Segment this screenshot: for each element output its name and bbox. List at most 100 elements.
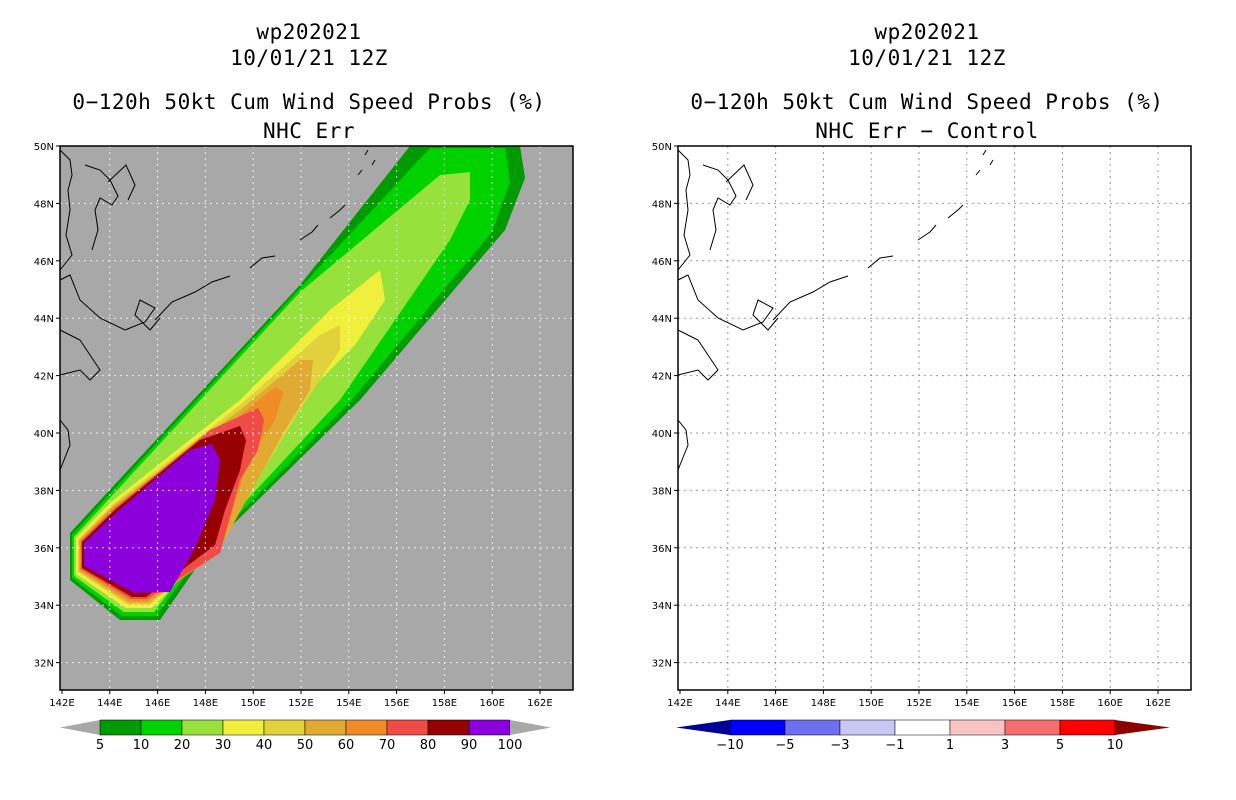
right-colorbar <box>676 719 1170 736</box>
colorbar-label: 80 <box>420 738 437 753</box>
lat-label: 34N <box>34 601 54 612</box>
right-title: 0−120h 50kt Cum Wind Speed Probs (%) <box>690 90 1164 114</box>
colorbar-label: 5 <box>96 738 104 753</box>
lat-label: 44N <box>34 314 54 325</box>
colorbar-label: 60 <box>338 738 355 753</box>
colorbar-label: 10 <box>1107 738 1124 753</box>
right-subtitle: NHC Err − Control <box>815 119 1039 143</box>
colorbar-label: 10 <box>133 738 150 753</box>
lon-label: 154E <box>954 698 979 709</box>
colorbar-label: 20 <box>174 738 191 753</box>
right-map-frame <box>677 145 1192 691</box>
lat-label: 38N <box>34 486 54 497</box>
lon-label: 152E <box>906 698 931 709</box>
lat-label: 32N <box>652 659 672 670</box>
right-storm-id: wp202021 <box>874 20 980 44</box>
colorbar-label: −3 <box>830 738 849 753</box>
lat-label: 48N <box>652 199 672 210</box>
left-panel: wp202021 10/01/21 12Z 0−120h 50kt Cum Wi… <box>34 20 574 753</box>
lat-label: 50N <box>34 142 54 153</box>
right-map-background <box>678 146 1191 690</box>
colorbar-box <box>222 719 265 736</box>
lat-label: 36N <box>652 544 672 555</box>
colorbar-box <box>140 719 183 736</box>
lat-label: 38N <box>652 486 672 497</box>
colorbar-label: 100 <box>498 738 523 753</box>
lon-label: 162E <box>1145 698 1170 709</box>
lat-label: 50N <box>652 142 672 153</box>
lon-label: 162E <box>527 698 552 709</box>
left-subtitle: NHC Err <box>262 119 355 143</box>
left-colorbar-labels: 5 10 20 30 40 50 60 70 80 90 100 <box>96 738 523 753</box>
lon-label: 146E <box>763 698 788 709</box>
lon-label: 160E <box>479 698 504 709</box>
lat-label: 40N <box>34 429 54 440</box>
colorbar-label: 5 <box>1056 738 1064 753</box>
colorbar-label: −5 <box>775 738 794 753</box>
lat-label: 46N <box>34 257 54 268</box>
lat-label: 42N <box>652 372 672 383</box>
left-coastlines <box>59 149 376 471</box>
colorbar-box <box>1004 719 1061 736</box>
lon-label: 158E <box>432 698 457 709</box>
colorbar-box <box>263 719 306 736</box>
lat-label: 40N <box>652 429 672 440</box>
lon-label: 144E <box>715 698 740 709</box>
colorbar-low-arrow <box>60 720 100 735</box>
lat-label: 36N <box>34 544 54 555</box>
lon-label: 148E <box>193 698 218 709</box>
left-grid <box>60 146 573 690</box>
left-storm-id: wp202021 <box>256 20 362 44</box>
lon-label: 152E <box>288 698 313 709</box>
colorbar-label: −10 <box>716 738 743 753</box>
colorbar-label: 1 <box>946 738 954 753</box>
colorbar-low-arrow <box>676 720 730 735</box>
probability-swath <box>70 146 525 620</box>
lat-label: 32N <box>34 659 54 670</box>
left-lon-labels: 142E 144E 146E 148E 150E 152E 154E 156E 158E 160E… <box>49 690 553 709</box>
colorbar-label: 90 <box>461 738 478 753</box>
lon-label: 158E <box>1050 698 1075 709</box>
lon-label: 142E <box>49 698 74 709</box>
lon-label: 150E <box>240 698 265 709</box>
lon-label: 148E <box>811 698 836 709</box>
colorbar-label: 30 <box>215 738 232 753</box>
left-map-svg: 50N 48N 46N 44N 42N 40N 38N 36N 34N 32N 142E 144E 1… <box>34 142 574 753</box>
lon-label: 144E <box>97 698 122 709</box>
right-datetime: 10/01/21 12Z <box>848 46 1006 70</box>
colorbar-label: 3 <box>1001 738 1009 753</box>
lat-label: 44N <box>652 314 672 325</box>
right-lat-labels: 50N 48N 46N 44N 42N 40N 38N 36N 34N 32N <box>652 142 678 670</box>
colorbar-high-arrow <box>1115 720 1170 735</box>
colorbar-box <box>1059 719 1116 736</box>
right-colorbar-labels: −10 −5 −3 −1 1 3 5 10 <box>716 738 1123 753</box>
lon-label: 160E <box>1097 698 1122 709</box>
lat-label: 48N <box>34 199 54 210</box>
lon-label: 150E <box>858 698 883 709</box>
left-colorbar <box>60 719 551 736</box>
lat-label: 46N <box>652 257 672 268</box>
colorbar-box <box>839 719 896 736</box>
colorbar-label: 70 <box>379 738 396 753</box>
lon-label: 146E <box>145 698 170 709</box>
colorbar-box <box>427 719 470 736</box>
left-map-frame <box>59 145 574 691</box>
lat-label: 42N <box>34 372 54 383</box>
lon-label: 156E <box>384 698 409 709</box>
right-lon-labels: 142E 144E 146E 148E 150E 152E 154E 156E 158E 160E… <box>667 690 1171 709</box>
left-datetime: 10/01/21 12Z <box>230 46 388 70</box>
lon-label: 156E <box>1002 698 1027 709</box>
colorbar-label: 40 <box>256 738 273 753</box>
right-coastlines <box>677 149 994 471</box>
colorbar-high-arrow <box>510 720 551 735</box>
colorbar-box <box>304 719 347 736</box>
lon-label: 142E <box>667 698 692 709</box>
right-panel: wp202021 10/01/21 12Z 0−120h 50kt Cum Wi… <box>618 0 1236 800</box>
colorbar-box <box>784 719 841 736</box>
colorbar-box <box>729 719 786 736</box>
colorbar-box <box>949 719 1006 736</box>
contour-90 <box>84 444 220 593</box>
left-lat-labels: 50N 48N 46N 44N 42N 40N 38N 36N 34N 32N <box>34 142 60 670</box>
colorbar-box <box>345 719 388 736</box>
